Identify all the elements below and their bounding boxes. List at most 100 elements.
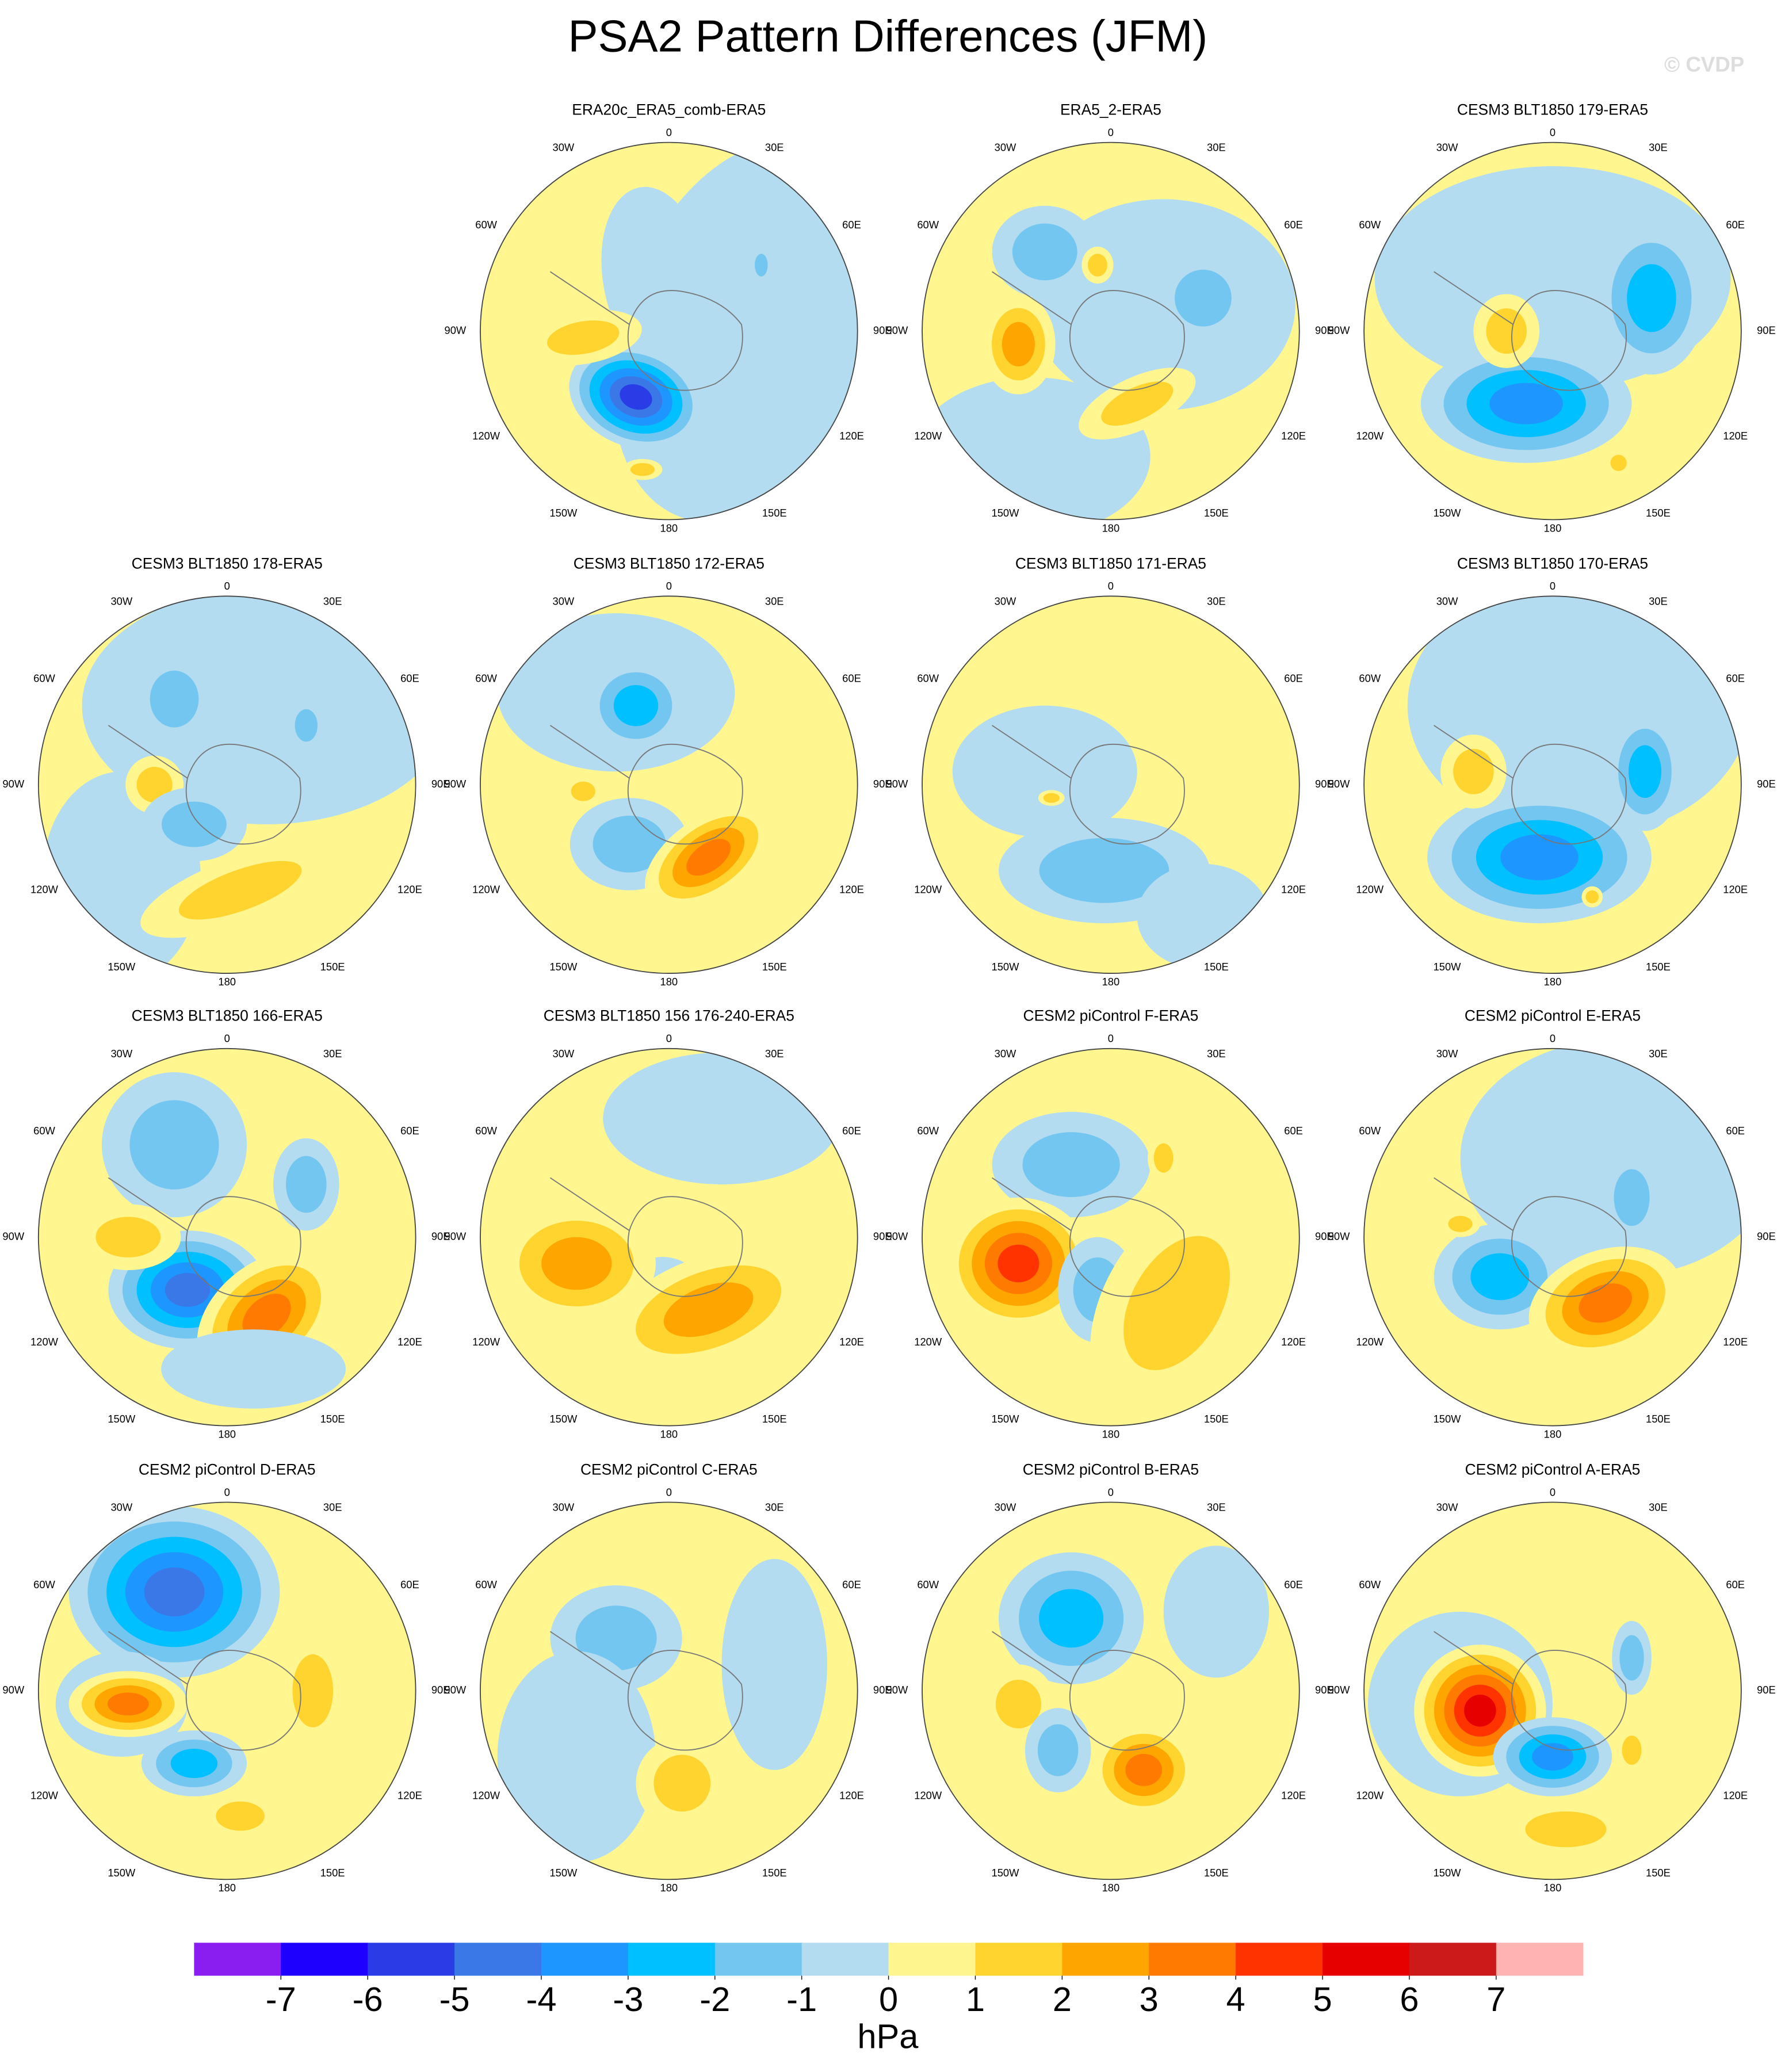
longitude-label: 30W xyxy=(995,142,1016,154)
contour-blob xyxy=(136,767,173,803)
longitude-label: 30W xyxy=(553,1048,575,1060)
contour-blob xyxy=(216,1801,265,1831)
longitude-label: 180 xyxy=(660,1882,678,1894)
longitude-label: 90W xyxy=(445,1230,467,1242)
colorbar-units: hPa xyxy=(857,2017,919,2055)
map-panel: CESM2 piControl B-ERA5 0 30E 60E 90E 120E 150E… xyxy=(886,1461,1334,1894)
longitude-label: 30E xyxy=(323,595,342,607)
longitude-label: 90W xyxy=(445,324,467,336)
longitude-label: 60E xyxy=(842,1578,861,1591)
coastline xyxy=(992,1177,1185,1297)
longitude-label: 120W xyxy=(1356,1790,1384,1802)
longitude-label: 30W xyxy=(1436,1501,1458,1513)
longitude-label: 180 xyxy=(1102,522,1120,534)
contour-blob xyxy=(1163,1546,1270,1678)
longitude-label: 60E xyxy=(1284,219,1303,231)
colorbar-box xyxy=(368,1943,455,1976)
longitude-label: 150E xyxy=(762,1867,787,1879)
longitude-label: 30E xyxy=(765,1501,784,1513)
contour-blob xyxy=(1627,264,1676,332)
longitude-label: 60W xyxy=(1359,1125,1381,1137)
longitude-label: 90W xyxy=(1328,778,1350,790)
longitude-label: 120W xyxy=(914,1336,942,1348)
longitude-label: 0 xyxy=(224,580,230,592)
longitude-label: 150E xyxy=(1204,961,1229,973)
contour-blob xyxy=(571,781,595,801)
contour-blob xyxy=(1622,1735,1642,1765)
longitude-label: 60E xyxy=(1726,672,1745,685)
contour-blob xyxy=(755,254,768,277)
contour-field xyxy=(38,1048,416,1426)
contour-blob xyxy=(1579,1283,1632,1323)
longitude-label: 150E xyxy=(1204,1413,1229,1425)
panel-title: CESM2 piControl B-ERA5 xyxy=(1023,1461,1199,1478)
longitude-label: 150E xyxy=(1204,1867,1229,1879)
longitude-label: 30E xyxy=(323,1501,342,1513)
longitude-label: 90W xyxy=(445,778,467,790)
longitude-label: 90W xyxy=(2,1230,24,1242)
longitude-label: 120E xyxy=(1723,430,1748,442)
colorbar-box xyxy=(1236,1943,1323,1976)
longitude-label: 90E xyxy=(431,778,450,790)
contour-blob xyxy=(1037,1724,1079,1776)
longitude-label: 120W xyxy=(1356,430,1384,442)
map-panel: ERA20c_ERA5_comb-ERA5 0 30E 60E 90E 120E 150E 1… xyxy=(445,101,892,534)
longitude-label: 150W xyxy=(992,1413,1020,1425)
longitude-label: 30E xyxy=(323,1048,342,1060)
longitude-label: 180 xyxy=(1544,1428,1562,1440)
contour-blob xyxy=(1489,383,1563,425)
map-border xyxy=(37,1048,416,1427)
colorbar-box xyxy=(714,1943,802,1976)
panel-title: CESM2 piControl E-ERA5 xyxy=(1465,1007,1641,1024)
longitude-label: 30W xyxy=(1436,142,1458,154)
contour-blob xyxy=(1002,322,1035,367)
longitude-label: 30W xyxy=(110,1501,132,1513)
map-border xyxy=(480,595,858,974)
longitude-label: 30E xyxy=(1649,142,1668,154)
colorbar-box xyxy=(1062,1943,1149,1976)
longitude-label: 0 xyxy=(224,1033,230,1045)
longitude-label: 150E xyxy=(1646,961,1671,973)
longitude-label: 30W xyxy=(553,595,575,607)
map-border xyxy=(1363,1501,1742,1880)
longitude-label: 30W xyxy=(110,1048,132,1060)
longitude-label: 30W xyxy=(995,1501,1016,1513)
longitude-label: 60W xyxy=(475,219,497,231)
longitude-label: 0 xyxy=(1550,1486,1555,1498)
map-panel: CESM2 piControl F-ERA5 0 30E 60E 90E 120E 150E… xyxy=(886,1007,1334,1440)
panel-title: CESM2 piControl A-ERA5 xyxy=(1465,1461,1641,1478)
colorbar-box xyxy=(1323,1943,1410,1976)
longitude-label: 120W xyxy=(472,883,500,895)
contour-field xyxy=(1364,142,1741,520)
longitude-label: 30E xyxy=(1207,1501,1226,1513)
longitude-label: 90E xyxy=(1315,324,1334,336)
longitude-label: 180 xyxy=(1102,1428,1120,1440)
map-border xyxy=(1363,1048,1742,1427)
longitude-label: 120W xyxy=(1356,1336,1384,1348)
longitude-label: 150W xyxy=(992,961,1020,973)
panel-title: CESM3 BLT1850 170-ERA5 xyxy=(1457,555,1648,572)
longitude-label: 90W xyxy=(886,778,908,790)
map-border xyxy=(480,142,858,521)
colorbar-tick-label: 5 xyxy=(1313,1980,1332,2019)
longitude-label: 0 xyxy=(1550,1033,1555,1045)
colorbar-box xyxy=(541,1943,629,1976)
contour-field xyxy=(922,596,1300,974)
panel-title: CESM3 BLT1850 178-ERA5 xyxy=(132,555,323,572)
contour-blob xyxy=(144,1567,205,1616)
longitude-label: 120W xyxy=(30,1336,59,1348)
contour-blob xyxy=(1137,863,1270,970)
contour-blob xyxy=(686,839,731,876)
contour-blob xyxy=(292,1654,334,1727)
longitude-label: 150W xyxy=(549,1867,578,1879)
contour-blob xyxy=(541,1237,612,1290)
panel-title: CESM2 piControl C-ERA5 xyxy=(580,1461,758,1478)
longitude-label: 90W xyxy=(1328,1230,1350,1242)
contour-blob xyxy=(1500,834,1579,881)
longitude-label: 30E xyxy=(1207,142,1226,154)
contour-blob xyxy=(165,1272,211,1307)
longitude-label: 60W xyxy=(1359,1578,1381,1591)
map-border xyxy=(37,1501,416,1880)
colorbar-box xyxy=(801,1943,889,1976)
longitude-label: 120W xyxy=(30,1790,59,1802)
